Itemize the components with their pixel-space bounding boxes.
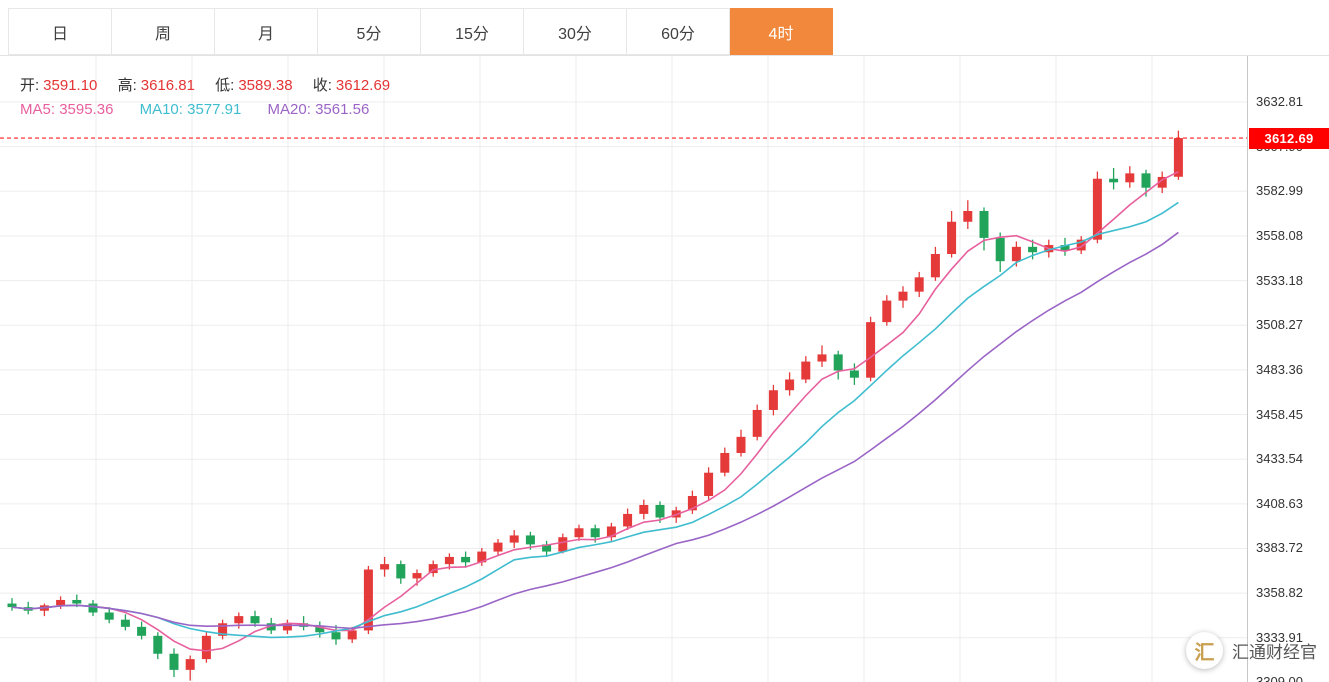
tab-daily[interactable]: 日 — [9, 8, 112, 55]
tab-60min[interactable]: 60分 — [627, 8, 730, 55]
y-axis-label: 3458.45 — [1256, 406, 1303, 422]
open-label: 开: — [20, 77, 40, 94]
y-axis-label: 3582.99 — [1256, 183, 1303, 199]
candlestick-svg — [0, 56, 1247, 682]
y-axis-label: 3508.27 — [1256, 317, 1303, 333]
current-price-tag: 3612.69 — [1249, 127, 1329, 149]
tab-monthly[interactable]: 月 — [215, 8, 318, 55]
y-axis-label: 3483.36 — [1256, 361, 1303, 377]
tab-weekly[interactable]: 周 — [112, 8, 215, 55]
y-axis-label: 3333.91 — [1256, 629, 1303, 645]
watermark-text: 汇通财经官 — [1232, 643, 1317, 662]
y-axis-label: 3558.08 — [1256, 227, 1303, 243]
high-label: 高: — [117, 77, 137, 94]
low-label: 低: — [215, 77, 235, 94]
y-axis-label: 3632.81 — [1256, 94, 1303, 109]
watermark: 汇 汇通财经官 — [1186, 632, 1317, 669]
y-axis-label: 3533.18 — [1256, 272, 1303, 288]
tab-30min[interactable]: 30分 — [524, 8, 627, 55]
close-label: 收: — [312, 77, 332, 94]
y-axis-label: 3433.54 — [1256, 451, 1303, 467]
high-value: 3616.81 — [140, 77, 195, 94]
huitong-logo-icon: 汇 — [1186, 632, 1223, 669]
tab-5min[interactable]: 5分 — [318, 8, 421, 55]
tab-15min[interactable]: 15分 — [421, 8, 524, 55]
ma-info: MA5: 3595.36 MA10: 3577.91 MA20: 3561.56 — [20, 101, 369, 118]
open-value: 3591.10 — [43, 77, 98, 94]
tab-4hour[interactable]: 4时 — [730, 8, 833, 55]
y-axis-label: 3309.00 — [1256, 674, 1303, 682]
y-axis-label: 3383.72 — [1256, 540, 1303, 556]
close-value: 3612.69 — [335, 77, 391, 94]
ma5-text: MA5: 3595.36 — [20, 101, 114, 118]
ohlc-info: 开: 3591.10 高: 3616.81 低: 3589.38 收: 3612.69 — [20, 74, 390, 95]
chart-top-border — [0, 55, 1329, 56]
y-axis-label: 3358.82 — [1256, 585, 1303, 601]
y-axis-label: 3408.63 — [1256, 495, 1303, 511]
ma20-text: MA20: 3561.56 — [267, 101, 370, 118]
low-value: 3589.38 — [238, 77, 293, 94]
timeframe-tabbar: 日 周 月 5分 15分 30分 60分 4时 — [8, 8, 833, 55]
y-axis-line — [1247, 56, 1248, 682]
ma10-text: MA10: 3577.91 — [139, 101, 242, 118]
candlestick-plot[interactable] — [0, 56, 1247, 682]
